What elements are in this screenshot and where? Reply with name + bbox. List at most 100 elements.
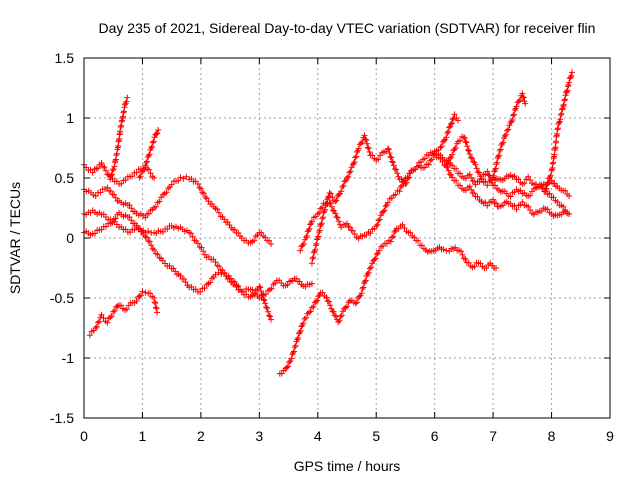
- data-point-marker: [177, 174, 184, 181]
- data-point-marker: [538, 181, 545, 188]
- data-point-marker: [306, 225, 313, 232]
- data-point-marker: [212, 259, 219, 265]
- data-point-marker: [404, 175, 411, 182]
- data-point-marker: [108, 172, 115, 179]
- data-point-marker: [309, 255, 316, 262]
- data-point-marker: [384, 145, 391, 152]
- data-point-marker: [328, 203, 335, 210]
- data-point-marker: [312, 246, 319, 253]
- data-point-marker: [421, 155, 428, 162]
- data-point-marker: [403, 179, 410, 186]
- data-point-marker: [471, 190, 478, 197]
- data-point-marker: [314, 236, 321, 243]
- data-point-marker: [468, 186, 475, 193]
- data-point-marker: [431, 151, 438, 158]
- data-point-marker: [151, 247, 158, 253]
- data-point-marker: [477, 260, 484, 267]
- data-point-marker: [566, 79, 573, 86]
- data-point-marker: [286, 359, 293, 366]
- data-point-marker: [306, 309, 313, 316]
- data-point-marker: [318, 220, 325, 227]
- data-point-marker: [257, 284, 264, 291]
- data-point-marker: [303, 233, 310, 240]
- data-point-marker: [387, 153, 394, 160]
- data-point-marker: [456, 170, 463, 177]
- data-point-marker: [129, 173, 136, 180]
- series-9: [297, 151, 573, 254]
- data-point-marker: [310, 303, 317, 310]
- data-point-marker: [556, 119, 563, 126]
- y-tick-label: -0.5: [50, 290, 74, 306]
- data-point-marker: [460, 255, 467, 262]
- series-6: [107, 94, 131, 180]
- data-point-marker: [207, 279, 214, 286]
- data-point-marker: [325, 298, 332, 305]
- data-point-marker: [196, 184, 203, 191]
- data-point-marker: [308, 280, 315, 287]
- data-point-marker: [393, 166, 400, 173]
- data-point-marker: [344, 175, 350, 181]
- data-point-marker: [449, 116, 456, 123]
- data-point-marker: [560, 203, 567, 210]
- plot-frame: [83, 57, 611, 419]
- data-point-marker: [216, 263, 223, 270]
- data-point-marker: [513, 206, 520, 213]
- data-point-marker: [145, 238, 152, 244]
- data-point-marker: [342, 304, 349, 311]
- data-point-marker: [319, 214, 326, 221]
- x-tick-label: 6: [431, 428, 439, 444]
- data-point-marker: [303, 234, 310, 241]
- y-tick-label: 0.5: [55, 170, 75, 186]
- data-point-marker: [266, 312, 273, 319]
- data-point-marker: [216, 209, 223, 216]
- data-point-marker: [261, 297, 268, 304]
- data-point-marker: [561, 97, 568, 104]
- x-tick-label: 1: [139, 428, 147, 444]
- data-point-marker: [89, 169, 96, 176]
- data-point-marker: [449, 174, 456, 181]
- data-point-marker: [361, 278, 368, 285]
- data-point-marker: [369, 152, 376, 159]
- data-point-marker: [500, 139, 507, 146]
- data-point-marker: [466, 151, 473, 157]
- data-point-marker: [456, 182, 463, 189]
- data-point-marker: [297, 247, 304, 254]
- series-5: [86, 288, 161, 339]
- data-point-marker: [365, 145, 372, 152]
- x-tick-label: 5: [372, 428, 380, 444]
- data-point-marker: [544, 206, 551, 213]
- data-point-marker: [145, 152, 152, 159]
- data-point-marker: [465, 147, 472, 154]
- data-point-marker: [376, 216, 383, 223]
- data-point-marker: [152, 300, 159, 307]
- data-point-marker: [295, 335, 302, 342]
- y-tick-label: 1: [66, 110, 74, 126]
- data-point-marker: [440, 246, 447, 253]
- data-point-marker: [546, 174, 553, 181]
- data-point-marker: [182, 279, 189, 286]
- data-point-marker: [139, 288, 146, 295]
- data-point-marker: [108, 171, 115, 178]
- data-point-marker: [113, 150, 120, 157]
- data-point-marker: [360, 284, 367, 291]
- data-point-marker: [128, 217, 135, 224]
- x-tick-label: 0: [80, 428, 88, 444]
- data-point-marker: [494, 155, 501, 162]
- data-point-marker: [283, 364, 290, 371]
- data-point-marker: [262, 300, 269, 307]
- data-point-marker: [444, 160, 451, 167]
- data-point-marker: [330, 197, 337, 204]
- data-point-marker: [144, 158, 151, 165]
- data-point-marker: [547, 172, 554, 179]
- data-point-marker: [156, 198, 163, 205]
- data-point-marker: [338, 312, 345, 319]
- data-point-marker: [335, 218, 342, 225]
- data-point-marker: [415, 237, 422, 244]
- data-point-marker: [138, 228, 145, 235]
- data-point-marker: [375, 156, 382, 163]
- data-point-marker: [148, 242, 155, 249]
- data-point-marker: [364, 140, 371, 147]
- data-point-marker: [308, 218, 315, 225]
- data-point-marker: [262, 234, 269, 241]
